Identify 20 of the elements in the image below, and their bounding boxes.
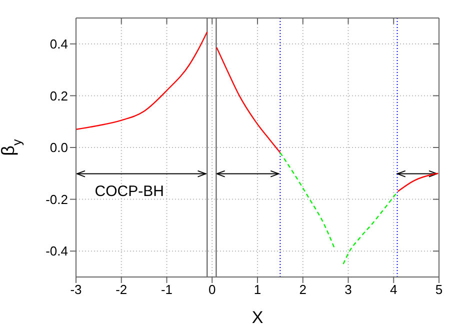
y-tick-label: -0.2 xyxy=(46,192,68,207)
x-tick-label: 4 xyxy=(390,282,398,298)
line-series xyxy=(342,190,398,265)
x-axis-title: X xyxy=(252,308,264,327)
x-tick-label: 1 xyxy=(254,282,262,298)
line-series xyxy=(216,46,281,154)
x-tick-label: 2 xyxy=(299,282,306,298)
line-series xyxy=(76,31,208,130)
annotation: COCP-BH xyxy=(94,182,164,200)
y-tick-label: 0.2 xyxy=(50,88,68,104)
y-tick-label: 0.0 xyxy=(50,140,68,156)
x-tick-label: -1 xyxy=(160,282,173,298)
x-tick-label: 5 xyxy=(435,282,443,298)
x-tick-label: 3 xyxy=(344,282,352,298)
x-tick-label: 0 xyxy=(208,282,216,298)
line-series xyxy=(280,152,336,250)
y-tick-label: -0.4 xyxy=(46,244,68,259)
x-tick-label: -2 xyxy=(116,282,128,298)
x-tick-label: -3 xyxy=(70,282,82,298)
y-tick-label: 0.4 xyxy=(50,36,68,52)
